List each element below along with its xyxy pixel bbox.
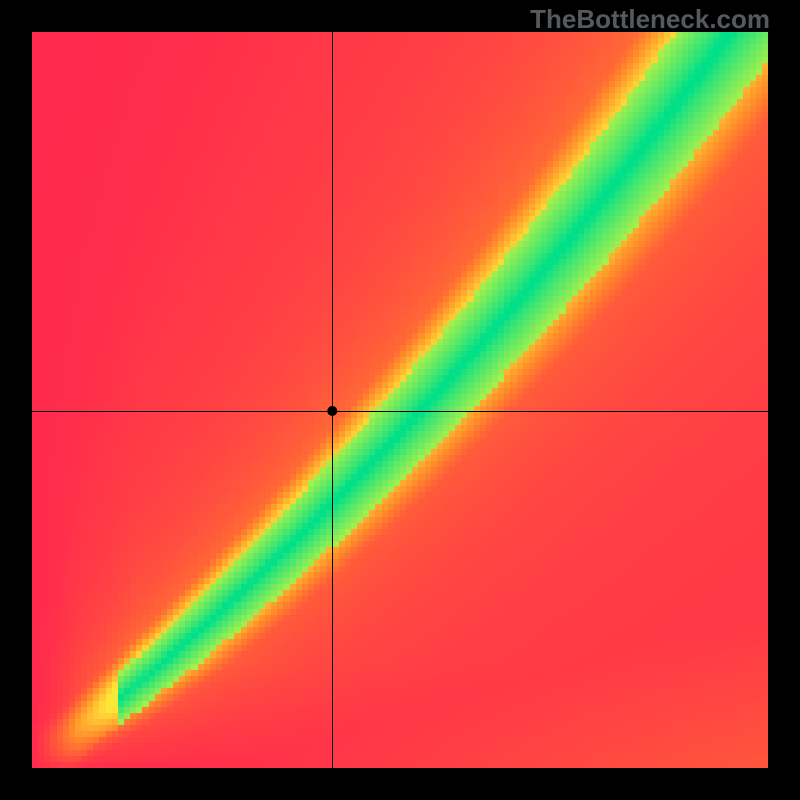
watermark-text: TheBottleneck.com — [530, 4, 770, 35]
bottleneck-heatmap — [32, 32, 768, 768]
